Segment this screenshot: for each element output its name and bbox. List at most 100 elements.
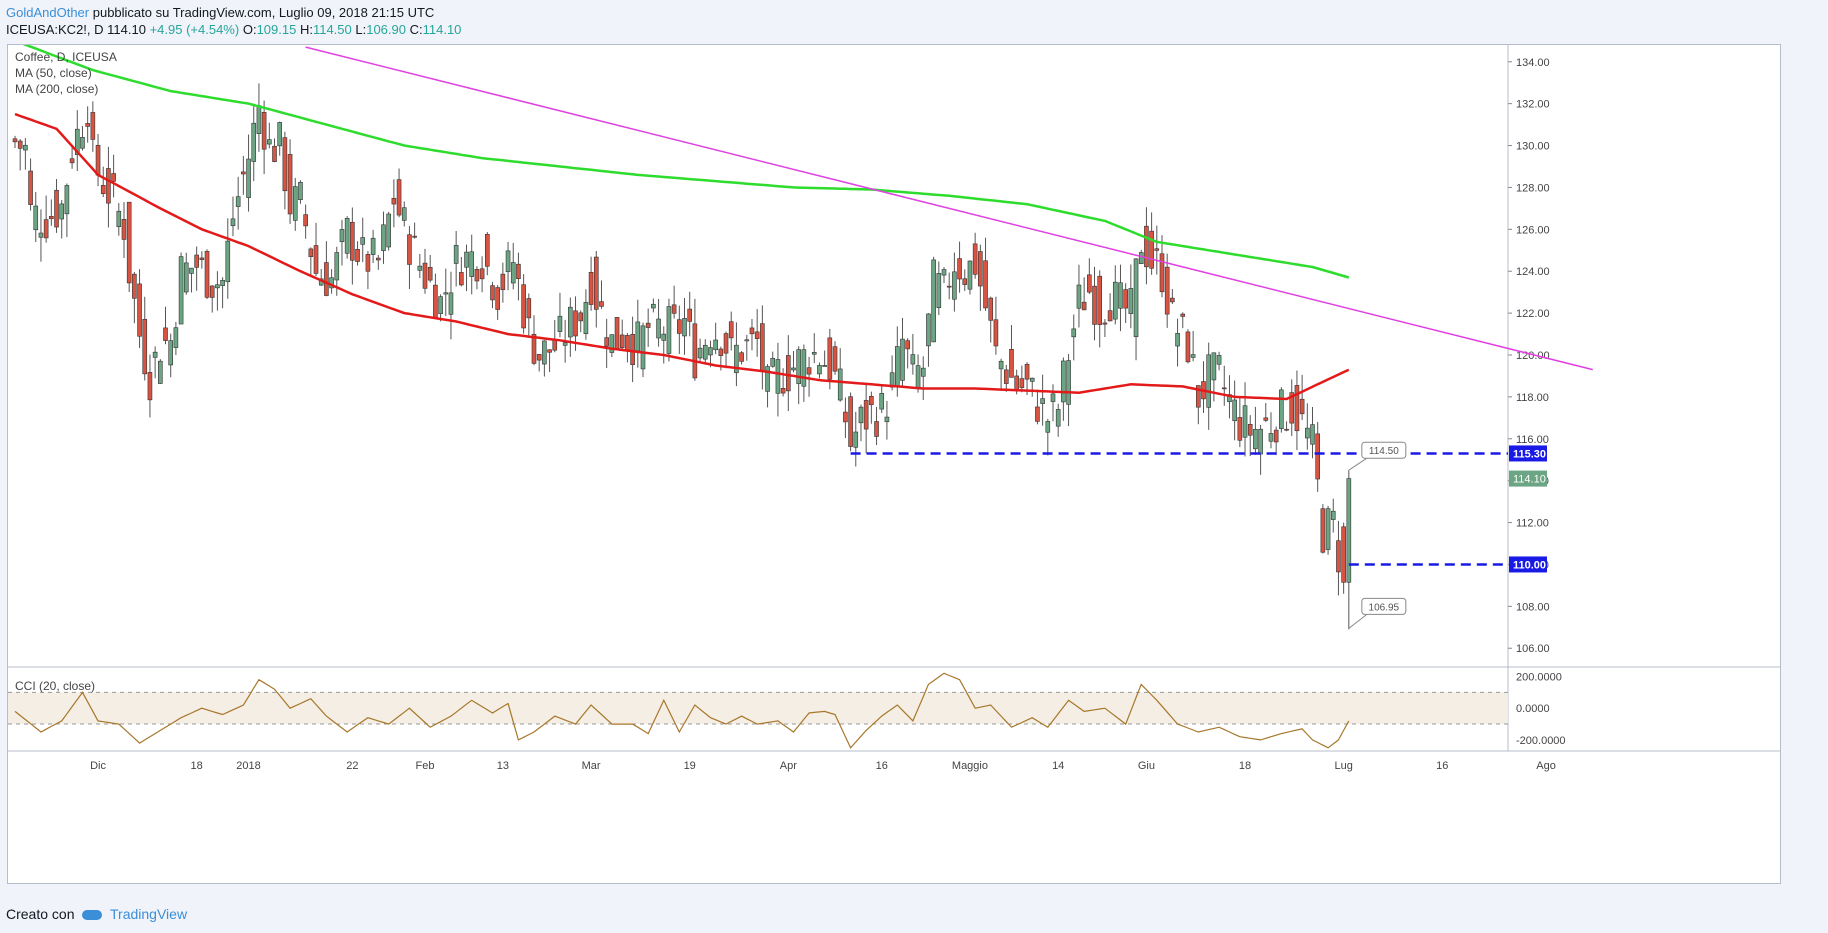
candle-body xyxy=(17,140,23,149)
price-tick-label: 126.00 xyxy=(1516,224,1550,236)
created-with: Creato con xyxy=(6,906,75,922)
candle-body xyxy=(1190,354,1196,358)
candle-body xyxy=(1118,282,1123,309)
open-value: 109.15 xyxy=(256,22,297,37)
candle-body xyxy=(599,301,604,307)
candle-body xyxy=(490,285,495,301)
candle-body xyxy=(827,337,833,380)
low-value: 106.90 xyxy=(366,22,406,37)
tradingview-link[interactable]: TradingView xyxy=(110,906,188,922)
time-tick-label: 22 xyxy=(346,760,358,772)
candle-body xyxy=(303,214,308,227)
candle-body xyxy=(1253,429,1258,450)
level-price-label: 110.00 xyxy=(1513,559,1546,571)
candle-body xyxy=(1024,364,1030,380)
time-tick-label: 13 xyxy=(497,760,509,772)
candle-body xyxy=(220,279,225,286)
candle-body xyxy=(874,421,879,437)
candle-body xyxy=(1112,281,1118,320)
candle-body xyxy=(443,292,449,295)
candle-body xyxy=(33,205,39,231)
candle-body xyxy=(1242,405,1248,438)
candle-body xyxy=(1102,322,1108,325)
candle-body xyxy=(360,237,366,245)
time-tick-label: 2018 xyxy=(236,760,260,772)
candle-body xyxy=(1289,392,1295,424)
candle-body xyxy=(298,181,303,201)
candle-body xyxy=(760,323,765,373)
candle-body xyxy=(843,411,848,423)
candle-body xyxy=(941,269,947,276)
candle-body xyxy=(412,235,417,238)
chart-area[interactable]: 106.00108.00110.00112.00114.00116.00118.… xyxy=(7,44,1781,884)
candle-body xyxy=(1216,355,1222,365)
candle-body xyxy=(189,267,194,274)
candle-body xyxy=(168,340,173,366)
candle-body xyxy=(215,284,220,289)
price-tick-label: 106.00 xyxy=(1516,643,1550,655)
candle-body xyxy=(1003,369,1009,384)
candle-body xyxy=(433,284,438,319)
candle-body xyxy=(604,337,609,347)
candle-body xyxy=(474,269,480,282)
candle-body xyxy=(1268,433,1274,442)
time-tick-label: 19 xyxy=(684,760,696,772)
candle-body xyxy=(1221,387,1227,390)
candle-body xyxy=(931,259,936,343)
candle-body xyxy=(308,248,314,257)
trendline xyxy=(305,46,1593,371)
candle-body xyxy=(230,218,236,227)
chart-svg[interactable]: 106.00108.00110.00112.00114.00116.00118.… xyxy=(8,45,1780,883)
candle-body xyxy=(23,144,28,151)
candle-body xyxy=(1107,310,1113,322)
candle-body xyxy=(910,354,916,365)
candle-body xyxy=(952,271,957,300)
candle-body xyxy=(1196,385,1201,408)
high-label: H: xyxy=(299,22,313,37)
price-tick-label: 118.00 xyxy=(1516,392,1549,404)
time-tick-label: Ago xyxy=(1536,760,1556,772)
candle-body xyxy=(765,366,770,392)
candle-body xyxy=(1170,297,1175,303)
candle-body xyxy=(1206,354,1211,408)
time-tick-label: Lug xyxy=(1334,760,1352,772)
candle-body xyxy=(1133,258,1139,337)
candle-body xyxy=(95,144,101,176)
candle-body xyxy=(204,251,210,298)
candle-body xyxy=(241,171,246,175)
time-tick-label: Apr xyxy=(780,760,797,772)
candle-body xyxy=(1294,385,1300,432)
header-bar: GoldAndOther pubblicato su TradingView.c… xyxy=(0,0,1828,42)
candle-body xyxy=(90,112,96,140)
legend-ma50: MA (50, close) xyxy=(15,66,92,80)
candle-body xyxy=(1154,248,1160,251)
candle-body xyxy=(967,260,973,290)
candle-body xyxy=(137,283,142,337)
candle-body xyxy=(983,260,988,309)
candle-body xyxy=(256,105,262,134)
candle-body xyxy=(1092,285,1097,325)
candle-body xyxy=(734,344,739,374)
cci-tick-label: -200.0000 xyxy=(1516,735,1566,747)
candle-body xyxy=(1185,331,1191,363)
candle-body xyxy=(640,325,646,370)
cci-line xyxy=(14,672,1350,749)
candle-body xyxy=(1050,393,1056,402)
candle-body xyxy=(837,368,843,401)
candle-body xyxy=(848,396,853,447)
candle-body xyxy=(630,334,635,365)
candle-body xyxy=(1237,417,1243,441)
candle-body xyxy=(1019,378,1025,388)
candle-body xyxy=(199,257,205,260)
candle-body xyxy=(116,210,122,228)
ma200-line xyxy=(22,45,1350,279)
candle-body xyxy=(749,327,755,335)
candle-body xyxy=(1273,429,1279,443)
high-value: 114.50 xyxy=(312,22,352,37)
candle-body xyxy=(957,258,962,280)
candle-body xyxy=(282,137,288,192)
candle-body xyxy=(313,245,319,274)
candle-body xyxy=(85,123,90,127)
candle-body xyxy=(557,315,563,332)
author-link[interactable]: GoldAndOther xyxy=(6,5,90,20)
